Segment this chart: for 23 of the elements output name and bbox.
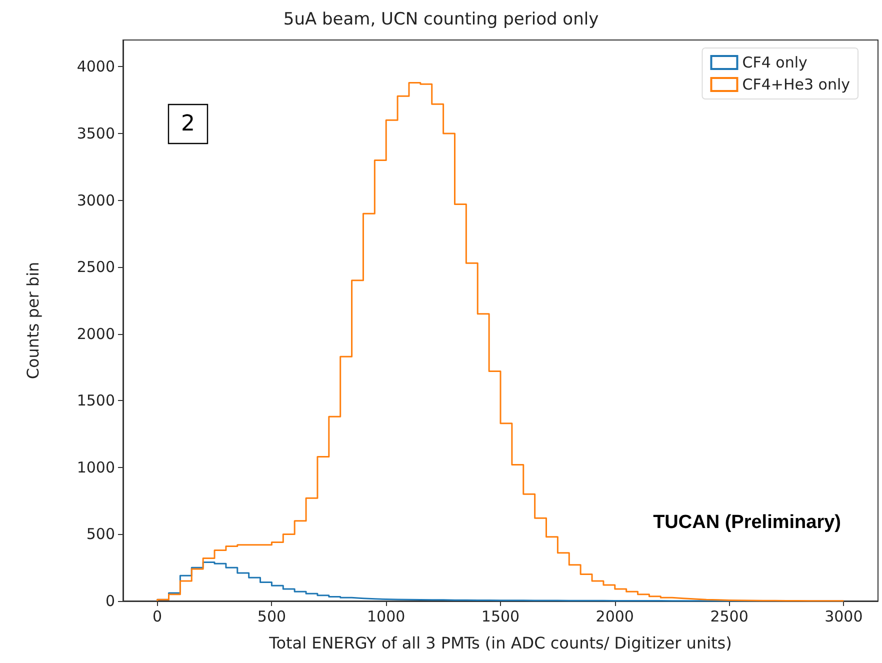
y-axis-title: Counts per bin [24,262,42,380]
y-tick-label: 2500 [76,258,115,276]
x-axis-title: Total ENERGY of all 3 PMTs (in ADC counts/ Digitizer units) [268,634,732,652]
y-tick-label: 4000 [76,58,115,76]
x-tick-label: 1500 [481,608,520,626]
y-tick-label: 3500 [76,124,115,142]
chart-title: 5uA beam, UCN counting period only [283,10,599,30]
legend-label: CF4 only [742,54,808,72]
y-tick-label: 0 [105,592,115,610]
y-tick-label: 1000 [76,458,115,476]
y-tick-label: 3000 [76,191,115,210]
y-tick-label: 2000 [76,324,115,343]
legend-label: CF4+He3 only [742,76,850,94]
x-tick-label: 0 [152,608,162,626]
y-tick-label: 500 [86,525,115,544]
annotation: 2 [181,112,195,136]
x-tick-label: 3000 [824,608,863,626]
x-tick-label: 2500 [710,608,748,626]
x-tick-label: 500 [257,608,286,626]
x-tick-label: 1000 [367,608,406,626]
y-tick-label: 1500 [76,392,115,410]
annotation: TUCAN (Preliminary) [653,512,841,533]
x-tick-label: 2000 [596,608,634,626]
